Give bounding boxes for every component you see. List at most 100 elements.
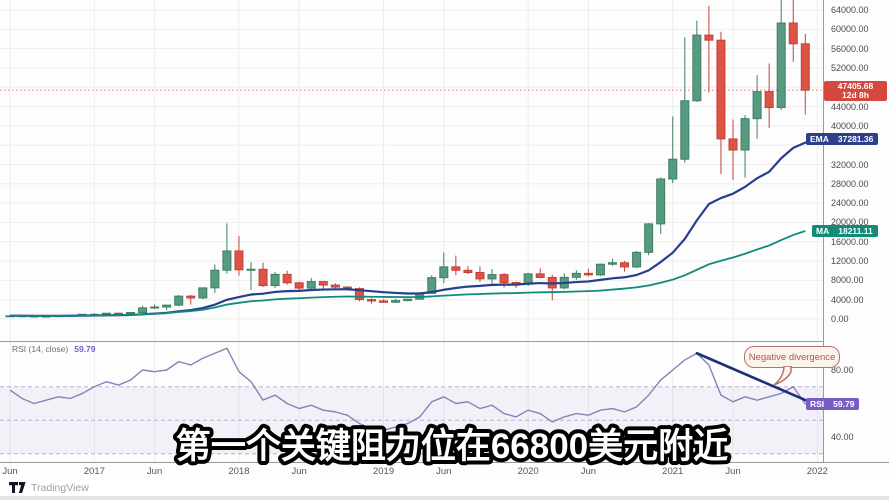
candle-body: [138, 307, 148, 313]
price-axis-label: 20000.00: [831, 217, 869, 228]
candle-body: [692, 34, 702, 102]
candle-body: [728, 138, 738, 151]
price-axis-label: 40000.00: [831, 120, 869, 131]
candle-body: [487, 274, 497, 280]
ema-tag: EMA: [806, 133, 833, 145]
candle-body: [475, 272, 485, 280]
candle-body: [246, 268, 256, 271]
candle-body: [282, 273, 292, 284]
candle-body: [740, 118, 750, 151]
price-axis-label: 16000.00: [831, 236, 869, 247]
rsi-value: 59.79: [828, 397, 860, 410]
candle-body: [704, 34, 714, 41]
time-axis-label: 2018: [228, 466, 250, 477]
price-axis-label: 12000.00: [831, 256, 869, 267]
time-axis-label: 2019: [372, 466, 395, 477]
candle-body: [788, 22, 798, 45]
candle-body: [174, 295, 184, 306]
candle-body: [258, 268, 268, 287]
time-axis-label: Jun: [2, 466, 18, 477]
candle-body: [583, 272, 593, 276]
rsi-legend[interactable]: RSI (14, close) 59.79: [12, 344, 96, 354]
candle-body: [126, 311, 135, 315]
candle-body: [270, 273, 280, 287]
candle-countdown: 12d 8h: [842, 89, 869, 100]
candle-body: [716, 39, 726, 140]
time-axis-label: 2022: [806, 466, 828, 477]
candle-body: [620, 262, 630, 268]
bottom-strip: [0, 496, 889, 500]
ma-badge: MA 18211.11: [812, 225, 878, 238]
negative-divergence-label: Negative divergence: [748, 351, 836, 363]
negative-divergence-callout: Negative divergence: [744, 346, 840, 368]
candle-body: [150, 306, 160, 309]
rsi-band: [0, 386, 823, 454]
candle-body: [198, 287, 208, 299]
ma-line: [9, 230, 806, 317]
price-axis-label: 28000.00: [831, 178, 869, 189]
candle-body: [463, 269, 473, 274]
time-axis-separator: [0, 462, 889, 463]
candle-body: [499, 274, 509, 283]
candle-body: [656, 178, 666, 225]
callout-pointer: [773, 366, 792, 386]
time-axis-label: Jun: [725, 466, 741, 477]
candle-body: [595, 263, 605, 276]
candle-body: [101, 312, 111, 315]
time-axis-label: Jun: [291, 466, 307, 477]
current-price-value: 47405.68: [837, 80, 874, 91]
candle-body: [330, 284, 340, 288]
rsi-tag: RSI: [806, 397, 829, 410]
bottom-bar: TradingView: [0, 480, 889, 496]
candle-body: [222, 250, 232, 271]
candle-body: [306, 281, 316, 289]
candle-body: [379, 300, 389, 303]
rsi-legend-title: RSI (14, close): [12, 344, 69, 354]
candle-body: [608, 262, 617, 265]
candle-body: [680, 100, 690, 160]
pane-separator[interactable]: [0, 341, 889, 342]
price-axis-label: 32000.00: [831, 159, 869, 170]
time-axis-label: 2017: [83, 466, 105, 477]
time-axis[interactable]: Jun 2017 Jun 2018 Jun 2019 Jun 2020 Jun 2021 Jun 20…: [0, 463, 889, 480]
price-axis-label: 60000.00: [831, 24, 869, 35]
price-axis-label: 8000.00: [831, 275, 864, 286]
price-axis-label: 24000.00: [831, 198, 869, 209]
candle-body: [427, 277, 437, 294]
candle-body: [367, 299, 376, 302]
divergence-trendline: [695, 351, 823, 409]
candle-body: [644, 223, 654, 253]
price-axis-label: 4000.00: [831, 294, 864, 305]
rsi-axis-label: 40.00: [831, 432, 854, 442]
candle-body: [234, 250, 244, 271]
ma-value: 18211.11: [833, 225, 878, 238]
price-axis-label: 44000.00: [831, 101, 869, 112]
ema-line: [9, 141, 814, 317]
price-axis-border: [823, 0, 824, 481]
ema-badge: EMA 37281.36: [806, 133, 879, 145]
tradingview-brand-name[interactable]: TradingView: [31, 482, 89, 494]
candle-body: [764, 91, 774, 109]
candle-body: [294, 282, 304, 289]
time-axis-label: 2021: [662, 466, 684, 477]
time-axis-label: 2020: [517, 466, 539, 477]
rsi-axis-label: 80.00: [831, 365, 854, 375]
time-axis-label: Jun: [580, 466, 597, 477]
candle-body: [632, 251, 642, 268]
tradingview-logo-icon[interactable]: [9, 482, 26, 494]
rsi-badge: RSI 59.79: [806, 397, 860, 410]
candle-body: [571, 272, 581, 278]
price-axis-label: 0.00: [831, 314, 849, 324]
candle-body: [162, 304, 172, 308]
time-axis-label: Jun: [436, 466, 452, 477]
candle-body: [354, 288, 364, 301]
candle-body: [752, 91, 762, 120]
rsi-line: [9, 347, 814, 431]
candle-body: [451, 266, 461, 271]
candle-body: [800, 43, 810, 91]
price-chart-canvas[interactable]: [0, 0, 823, 462]
candle-body: [186, 295, 196, 299]
ema-value: 37281.36: [832, 133, 879, 145]
price-axis-label: 64000.00: [831, 5, 869, 15]
